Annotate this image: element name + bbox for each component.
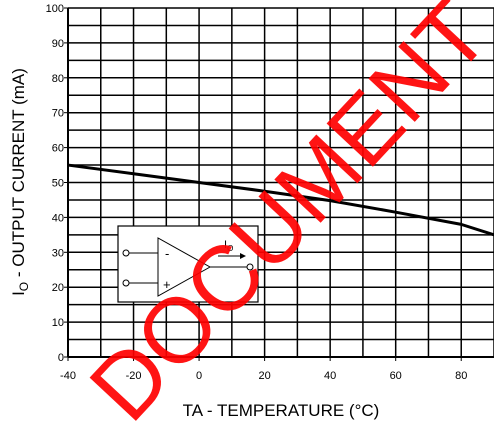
x-tick-label: -20 bbox=[126, 370, 142, 382]
y-tick-label: 90 bbox=[52, 38, 64, 50]
y-tick-label: 70 bbox=[52, 108, 64, 120]
terminal bbox=[246, 263, 254, 271]
y-tick-label: 0 bbox=[58, 352, 64, 364]
grid: 0 10 20 30 40 50 60 70 80 90 100 -40 -20 0 20 40 60 80 bbox=[46, 3, 494, 382]
y-tick-label: 40 bbox=[52, 212, 64, 224]
y-label-sub: O bbox=[17, 282, 31, 291]
minus-label: - bbox=[165, 246, 169, 261]
op-amp bbox=[157, 237, 212, 297]
terminal bbox=[122, 279, 130, 287]
plus-label: + bbox=[163, 277, 171, 292]
y-tick-label: 20 bbox=[52, 282, 64, 294]
inset-diagram: - + IO bbox=[117, 225, 259, 303]
current-main: I bbox=[224, 239, 227, 251]
x-tick-label: 40 bbox=[324, 370, 336, 382]
data-line bbox=[67, 163, 494, 237]
y-label-main: I bbox=[9, 291, 28, 296]
terminal bbox=[122, 249, 130, 257]
y-label-rest: - OUTPUT CURRENT (mA) bbox=[9, 68, 28, 282]
y-tick-label: 60 bbox=[52, 143, 64, 155]
marks bbox=[67, 163, 494, 237]
y-tick-label: 10 bbox=[52, 317, 64, 329]
x-tick-label: 0 bbox=[196, 370, 202, 382]
current-label: IO bbox=[224, 239, 233, 253]
y-tick-label: 50 bbox=[52, 178, 64, 190]
y-axis-label: IO - OUTPUT CURRENT (mA) bbox=[9, 68, 31, 296]
x-axis-label: TA - TEMPERATURE (°C) bbox=[183, 401, 380, 420]
x-tick-label: -40 bbox=[60, 370, 76, 382]
current-sub: O bbox=[227, 244, 233, 253]
x-tick-label: 60 bbox=[390, 370, 402, 382]
y-tick-label: 80 bbox=[52, 73, 64, 85]
y-tick-label: 100 bbox=[46, 3, 64, 15]
arrow-head bbox=[240, 253, 246, 259]
x-tick-label: 20 bbox=[258, 370, 270, 382]
y-tick-label: 30 bbox=[52, 247, 64, 259]
x-tick-label: 80 bbox=[455, 370, 467, 382]
